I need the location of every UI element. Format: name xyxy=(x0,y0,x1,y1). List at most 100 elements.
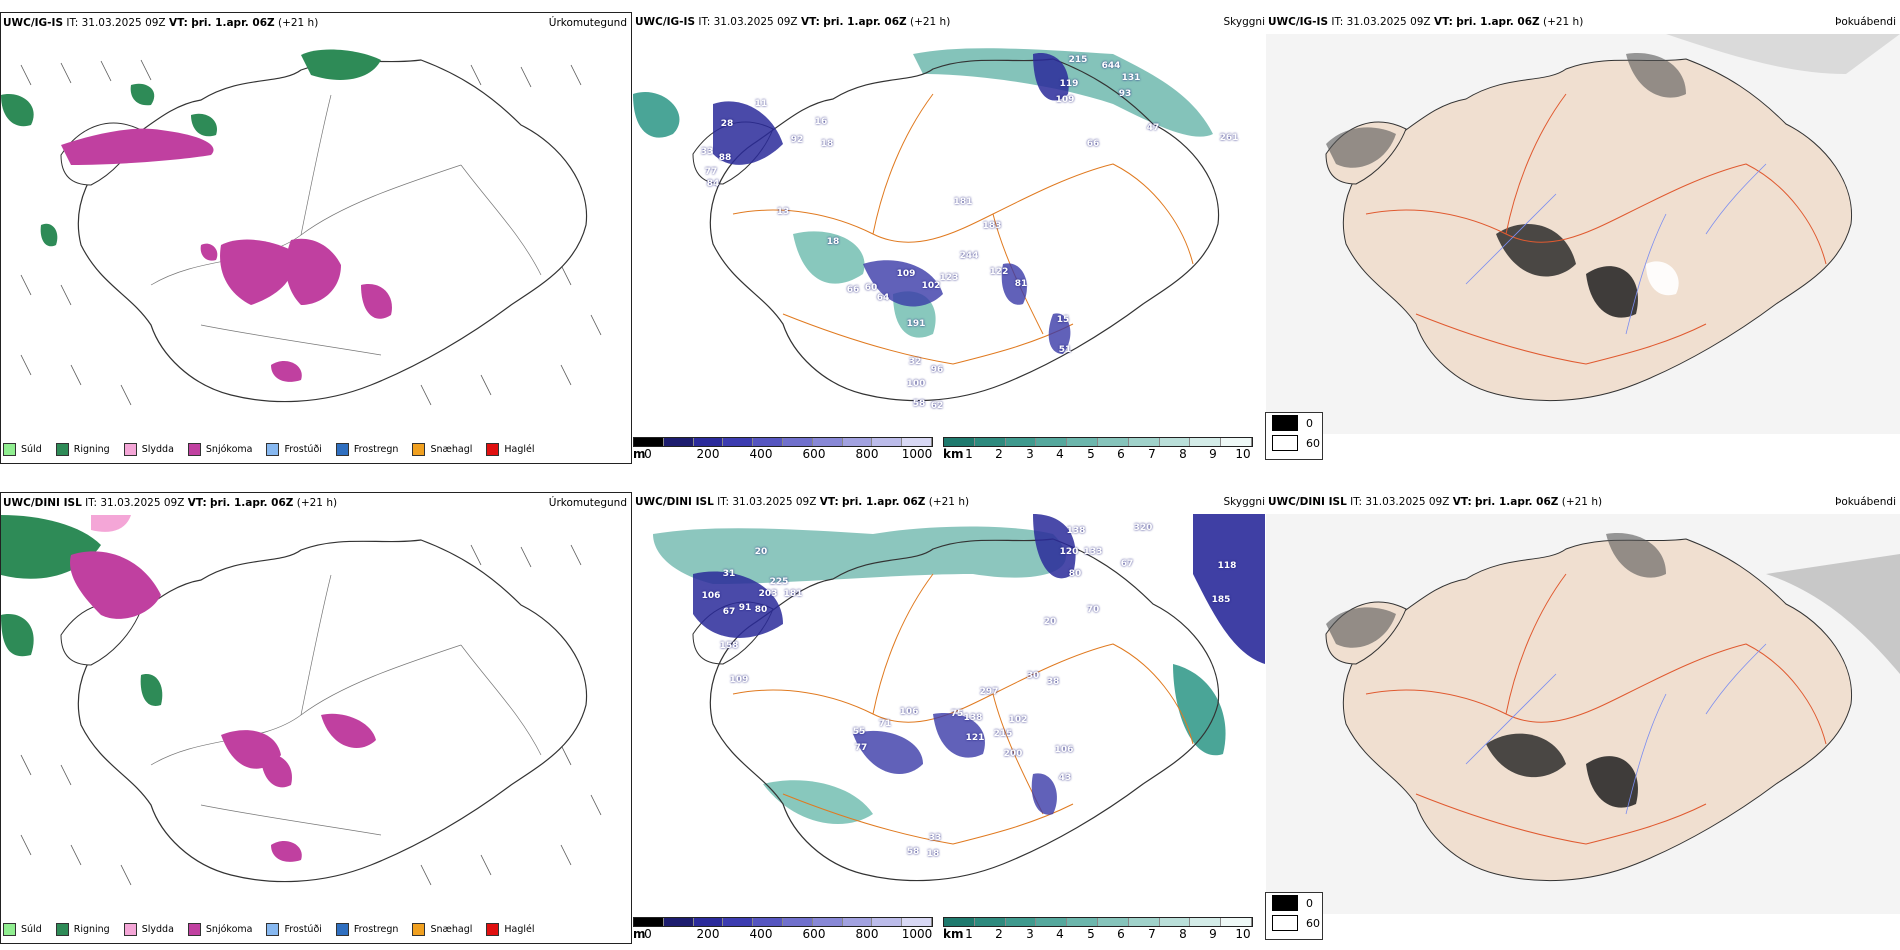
cloudbase-label: 84 xyxy=(706,179,720,189)
cloudbase-label: 183 xyxy=(982,221,1002,231)
cloudbase-label: 106 xyxy=(899,707,919,717)
cloudbase-label: 181 xyxy=(953,197,973,207)
cloudbase-label: 81 xyxy=(1014,279,1028,289)
cloudbase-label: 80 xyxy=(1068,569,1082,579)
legend-item-snow-grains: Snæhagl xyxy=(412,442,472,456)
row2-fog-panel: UWC/DINI ISL IT: 31.03.2025 09Z VT: þri.… xyxy=(1266,492,1900,944)
cloudbase-label: 70 xyxy=(1086,605,1100,615)
cloudbase-label: 138 xyxy=(1066,526,1086,536)
colorbar-unit: m xyxy=(633,927,646,941)
cloudbase-label: 138 xyxy=(963,713,983,723)
legend-item-drizzle: Súld xyxy=(3,922,42,936)
rain-areas xyxy=(1,49,381,247)
cloudbase-visibility-map xyxy=(633,48,1220,402)
cloudbase-label: 109 xyxy=(1055,95,1075,105)
cloudbase-label: 80 xyxy=(754,605,768,615)
cloudbase-label: 215 xyxy=(993,729,1013,739)
snow-areas xyxy=(61,128,392,382)
fog-legend-dark: 0 xyxy=(1266,893,1322,913)
cloudbase-label: 77 xyxy=(704,167,718,177)
row1-cloud-panel: UWC/IG-IS IT: 31.03.2025 09Z VT: þri. 1.… xyxy=(633,12,1265,464)
cloudbase-colorbar: m 0 200 400 600 800 1000 xyxy=(633,917,933,941)
cloudbase-label: 215 xyxy=(1068,55,1088,65)
panel-title: Úrkomutegund xyxy=(548,497,627,509)
visibility-colorbar: km 1 2 3 4 5 6 7 8 9 10 xyxy=(943,437,1253,461)
model-name: UWC/DINI ISL xyxy=(3,497,82,509)
precip-type-map xyxy=(1,515,602,886)
fog-areas xyxy=(1326,53,1686,318)
row2-precip-header: UWC/DINI ISL IT: 31.03.2025 09Z VT: þri.… xyxy=(1,493,631,513)
precip-legend: Súld Rigning Slydda Snjókoma Frostúði Fr… xyxy=(3,439,549,459)
roads xyxy=(1365,573,1827,845)
visibility-colorbar: km 1 2 3 4 5 6 7 8 9 10 xyxy=(943,917,1253,941)
cloudbase-label: 71 xyxy=(878,719,892,729)
cloudbase-label: 47 xyxy=(1146,123,1160,133)
legend-item-drizzle: Súld xyxy=(3,442,42,456)
cloudbase-label: 55 xyxy=(852,727,866,737)
cloudbase-label: 120 xyxy=(1059,547,1079,557)
legend-item-rain: Rigning xyxy=(55,442,110,456)
cloudbase-label: 133 xyxy=(1083,547,1103,557)
fog-legend: 0 60 xyxy=(1265,412,1323,460)
row1-precip-header: UWC/IG-IS IT: 31.03.2025 09Z VT: þri. 1.… xyxy=(1,13,631,33)
legend-item-freezing-rain: Frostregn xyxy=(335,922,398,936)
legend-item-snow-grains: Snæhagl xyxy=(412,922,472,936)
cloudbase-label: 225 xyxy=(769,577,789,587)
roads xyxy=(150,574,542,836)
fog-legend-light: 60 xyxy=(1266,433,1322,453)
roads xyxy=(732,573,1194,845)
cloudbase-label: 297 xyxy=(979,687,999,697)
cloudbase-label: 91 xyxy=(738,603,752,613)
cloudbase-label: 93 xyxy=(1118,89,1132,99)
legend-item-rain: Rigning xyxy=(55,922,110,936)
row2-precip-panel: UWC/DINI ISL IT: 31.03.2025 09Z VT: þri.… xyxy=(0,492,632,944)
colorbar-unit: km xyxy=(943,927,964,941)
cloudbase-label: 20 xyxy=(1043,617,1057,627)
cloudbase-label: 16 xyxy=(814,117,828,127)
cloudbase-label: 185 xyxy=(1211,595,1231,605)
snow-areas xyxy=(70,551,376,862)
cloudbase-label: 181 xyxy=(783,589,803,599)
fog-legend-dark: 0 xyxy=(1266,413,1322,433)
cloudbase-label: 320 xyxy=(1133,523,1153,533)
cloudbase-label: 31 xyxy=(722,569,736,579)
cloudbase-label: 123 xyxy=(939,273,959,283)
cloudbase-label: 13 xyxy=(776,207,790,217)
cloudbase-label: 67 xyxy=(1120,559,1134,569)
cloudbase-visibility-map xyxy=(653,514,1265,882)
iceland-outline xyxy=(60,59,588,403)
fog-legend-light: 60 xyxy=(1266,913,1322,933)
row2-fog-header: UWC/DINI ISL IT: 31.03.2025 09Z VT: þri.… xyxy=(1266,492,1900,512)
row2-cloud-header: UWC/DINI ISL IT: 31.03.2025 09Z VT: þri.… xyxy=(633,492,1265,512)
roads xyxy=(150,94,542,356)
legend-item-sleet: Slydda xyxy=(123,922,174,936)
row1-cloud-header: UWC/IG-IS IT: 31.03.2025 09Z VT: þri. 1.… xyxy=(633,12,1265,32)
cloudbase-label: 244 xyxy=(959,251,979,261)
cloudbase-label: 203 xyxy=(758,589,778,599)
rivers xyxy=(1465,163,1767,335)
cloudbase-label: 102 xyxy=(921,281,941,291)
cloudbase-label: 66 xyxy=(846,285,860,295)
cloudbase-label: 32 xyxy=(908,357,922,367)
fog-index-map xyxy=(1266,34,1900,434)
cloudbase-label: 158 xyxy=(719,641,739,651)
cloudbase-label: 58 xyxy=(906,847,920,857)
legend-item-freezing-rain: Frostregn xyxy=(335,442,398,456)
panel-title: Þokuábendi xyxy=(1835,16,1896,28)
cloudbase-label: 15 xyxy=(1056,315,1070,325)
cloudbase-label: 58 xyxy=(912,399,926,409)
cloudbase-label: 109 xyxy=(729,675,749,685)
cloudbase-label: 60 xyxy=(864,283,878,293)
cloudbase-label: 102 xyxy=(1008,715,1028,725)
rivers xyxy=(1465,643,1767,815)
legend-item-hail: Haglél xyxy=(486,922,535,936)
panel-title: Úrkomutegund xyxy=(548,17,627,29)
cloudbase-label: 106 xyxy=(701,591,721,601)
cloudbase-colorbar: m 0 200 400 600 800 1000 xyxy=(633,437,933,461)
legend-item-snow: Snjókoma xyxy=(187,922,252,936)
cloudbase-label: 106 xyxy=(1054,745,1074,755)
colorbar-unit: m xyxy=(633,447,646,461)
cloudbase-label: 200 xyxy=(1003,749,1023,759)
cloudbase-label: 64 xyxy=(876,293,890,303)
cloudbase-label: 122 xyxy=(989,267,1009,277)
